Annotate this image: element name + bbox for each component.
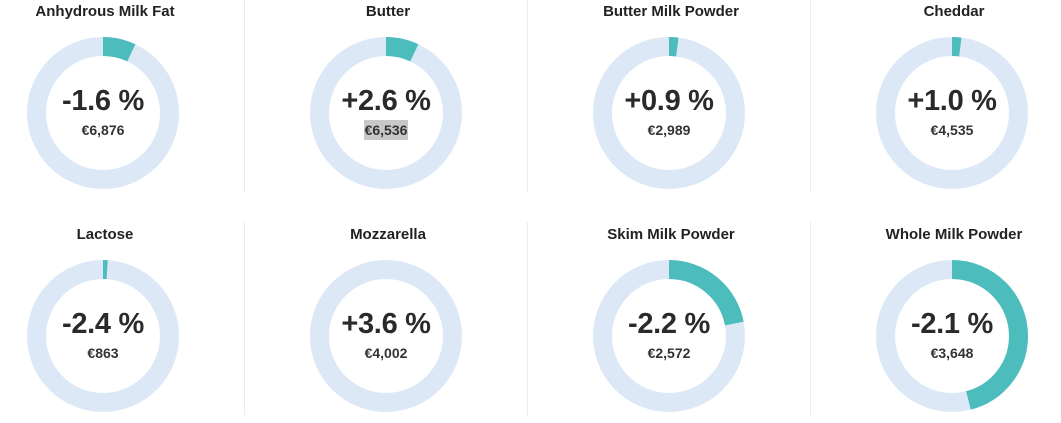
donut-chart: +2.6 % €6,536 bbox=[310, 37, 462, 189]
donut-chart: -2.4 % €863 bbox=[27, 260, 179, 412]
donut-progress-arc bbox=[593, 37, 745, 189]
price-value: €863 bbox=[87, 344, 119, 361]
donut-center: +1.0 % €4,535 bbox=[876, 37, 1028, 189]
product-card: Butter +2.6 % €6,536 bbox=[253, 0, 523, 200]
donut-track bbox=[310, 260, 462, 412]
price-change: -1.6 % bbox=[61, 84, 144, 117]
donut-progress-arc bbox=[876, 37, 1028, 189]
donut-center: +3.6 % €4,002 bbox=[310, 260, 462, 412]
price-value: €2,572 bbox=[647, 344, 691, 361]
product-name: Butter Milk Powder bbox=[603, 3, 739, 20]
donut-center: +2.6 % €6,536 bbox=[310, 37, 462, 189]
donut-svg bbox=[27, 37, 179, 189]
price-value: €6,536 bbox=[363, 119, 409, 140]
donut-center: -1.6 % €6,876 bbox=[27, 37, 179, 189]
donut-svg bbox=[593, 260, 745, 412]
price-change: +2.6 % bbox=[341, 84, 431, 117]
product-name: Lactose bbox=[76, 226, 134, 243]
column-divider bbox=[527, 0, 528, 192]
product-card: Cheddar +1.0 % €4,535 bbox=[819, 0, 1061, 200]
price-value: €4,002 bbox=[364, 344, 408, 361]
column-divider bbox=[244, 222, 245, 415]
product-name: Whole Milk Powder bbox=[885, 226, 1023, 243]
price-change: -2.1 % bbox=[910, 307, 993, 340]
donut-svg bbox=[593, 37, 745, 189]
donut-chart: -1.6 % €6,876 bbox=[27, 37, 179, 189]
donut-center: +0.9 % €2,989 bbox=[593, 37, 745, 189]
product-name: Cheddar bbox=[923, 3, 985, 20]
product-card: Anhydrous Milk Fat -1.6 % €6,876 bbox=[0, 0, 240, 200]
price-value: €2,989 bbox=[647, 121, 691, 138]
price-value: €3,648 bbox=[930, 344, 974, 361]
column-divider bbox=[810, 0, 811, 192]
donut-chart: +3.6 % €4,002 bbox=[310, 260, 462, 412]
donut-svg bbox=[876, 260, 1028, 412]
donut-progress-arc bbox=[876, 260, 1028, 412]
price-value: €6,876 bbox=[81, 121, 125, 138]
donut-progress-arc bbox=[593, 260, 745, 412]
product-card: Whole Milk Powder -2.1 % €3,648 bbox=[819, 223, 1061, 423]
product-card: Butter Milk Powder +0.9 % €2,989 bbox=[536, 0, 806, 200]
product-name: Anhydrous Milk Fat bbox=[35, 3, 175, 20]
column-divider bbox=[810, 222, 811, 415]
donut-progress-arc bbox=[310, 37, 462, 189]
column-divider bbox=[527, 222, 528, 415]
donut-center: -2.1 % €3,648 bbox=[876, 260, 1028, 412]
donut-chart: +1.0 % €4,535 bbox=[876, 37, 1028, 189]
product-card: Skim Milk Powder -2.2 % €2,572 bbox=[536, 223, 806, 423]
product-card: Lactose -2.4 % €863 bbox=[0, 223, 240, 423]
price-value: €4,535 bbox=[930, 121, 974, 138]
donut-svg bbox=[310, 37, 462, 189]
price-change: -2.4 % bbox=[61, 307, 144, 340]
donut-progress-arc bbox=[27, 37, 179, 189]
donut-chart: -2.2 % €2,572 bbox=[593, 260, 745, 412]
donut-svg bbox=[876, 37, 1028, 189]
donut-chart: +0.9 % €2,989 bbox=[593, 37, 745, 189]
price-change: -2.2 % bbox=[627, 307, 710, 340]
price-change: +3.6 % bbox=[341, 307, 431, 340]
product-name: Mozzarella bbox=[350, 226, 426, 243]
donut-chart: -2.1 % €3,648 bbox=[876, 260, 1028, 412]
donut-center: -2.2 % €2,572 bbox=[593, 260, 745, 412]
price-change: +0.9 % bbox=[624, 84, 714, 117]
donut-svg bbox=[27, 260, 179, 412]
donut-svg bbox=[310, 260, 462, 412]
price-change: +1.0 % bbox=[907, 84, 997, 117]
product-name: Skim Milk Powder bbox=[607, 226, 735, 243]
donut-progress-arc bbox=[27, 260, 179, 412]
product-name: Butter bbox=[365, 3, 411, 20]
donut-center: -2.4 % €863 bbox=[27, 260, 179, 412]
product-card: Mozzarella +3.6 % €4,002 bbox=[253, 223, 523, 423]
column-divider bbox=[244, 0, 245, 192]
